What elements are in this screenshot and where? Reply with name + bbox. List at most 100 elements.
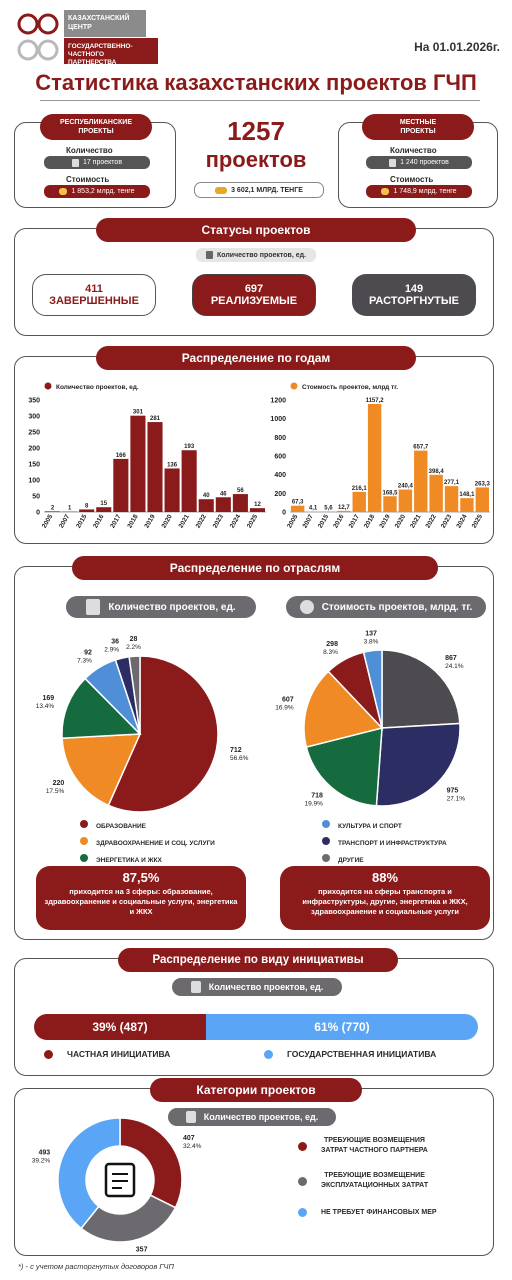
legend-other-label: ДРУГИЕ [338, 857, 364, 864]
republican-title: РЕСПУБЛИКАНСКИЕ ПРОЕКТЫ [40, 114, 152, 140]
slice-value-label: 357 [136, 1246, 148, 1253]
slice-pct-label: 32.4% [183, 1143, 202, 1150]
sector-right-chip: Стоимость проектов, млрд. тг. [286, 596, 486, 618]
sector-left-chip: Количество проектов, ед. [66, 596, 256, 618]
data-label: 1 [68, 506, 72, 512]
slice-value-label: 169 [42, 695, 54, 702]
y-tick-label: 300 [28, 414, 40, 421]
x-tick-label: 2019 [378, 513, 391, 529]
slice-pct-label: 27.1% [447, 795, 466, 802]
legend-health-label: ЗДРАВООХРАНЕНИЕ И СОЦ. УСЛУГИ [96, 840, 215, 847]
data-label: 2 [51, 505, 55, 511]
x-tick-label: 2023 [212, 513, 225, 529]
cat-legend-1-text: ТРЕБУЮЩИЕ ВОЗМЕЩЕНИЯ ЗАТРАТ ЧАСТНОГО ПАР… [321, 1136, 428, 1156]
legend-label: Стоимость проектов, млрд тг. [302, 384, 398, 391]
republican-count-label: Количество [66, 146, 113, 155]
x-tick-label: 2025 [246, 513, 259, 529]
initiative-bar-state: 61% (770) [206, 1014, 478, 1040]
pie-slice [128, 655, 141, 735]
categories-chip-label: Количество проектов, ед. [203, 1112, 319, 1122]
data-label: 12 [254, 502, 261, 508]
logo-line-3: ГОСУДАРСТВЕННО- [68, 43, 133, 50]
initiative-chip-label: Количество проектов, ед. [208, 982, 324, 992]
categories-chip: Количество проектов, ед. [168, 1108, 336, 1126]
cat-legend-1: ТРЕБУЮЩИЕ ВОЗМЕЩЕНИЯ ЗАТРАТ ЧАСТНОГО ПАР… [298, 1136, 428, 1156]
bar [96, 507, 112, 512]
bar [45, 511, 61, 512]
cat-legend-2-line2: ЭКСПЛУАТАЦИОННЫХ ЗАТРАТ [321, 1182, 429, 1189]
cat-legend-1-line1: ТРЕБУЮЩИЕ ВОЗМЕЩЕНИЯ [323, 1137, 425, 1144]
clipboard-icon [185, 1111, 196, 1123]
republican-cost-label: Стоимость [66, 175, 110, 184]
completed-value: 411 [85, 283, 103, 295]
bar [444, 486, 459, 512]
sector-left-note: 87,5% приходится на 3 сферы: образование… [36, 866, 246, 930]
coins-icon [59, 188, 68, 195]
left-note-pct: 87,5% [122, 870, 160, 885]
data-label: 46 [220, 491, 227, 497]
total-label: проектов [205, 147, 307, 172]
x-tick-label: 2021 [178, 513, 191, 529]
data-label: 136 [167, 462, 178, 468]
initiative-title: Распределение по виду инициативы [118, 948, 398, 972]
y-tick-label: 1000 [270, 416, 286, 423]
pie-slice [61, 677, 142, 739]
data-label: 4,1 [309, 506, 318, 512]
data-label: 193 [184, 444, 195, 450]
legend-energy: ЭНЕРГЕТИКА И ЖКХ [80, 852, 215, 869]
slice-pct-label: 24.1% [445, 663, 464, 670]
bar [352, 491, 366, 512]
y-tick-label: 200 [274, 491, 286, 498]
active-label: РЕАЛИЗУЕМЫЕ [210, 295, 298, 307]
data-label: 67,3 [292, 500, 304, 506]
data-label: 216,1 [352, 486, 368, 492]
slice-pct-label: 39.2% [32, 1157, 51, 1164]
x-tick-label: 2020 [161, 513, 174, 529]
local-cost-value: 1 748,9 млрд. тенге [393, 188, 457, 195]
bar [130, 415, 146, 512]
slice-value-label: 867 [445, 655, 457, 662]
slice-pct-label: 19.9% [304, 800, 323, 807]
status-completed: 411 ЗАВЕРШЕННЫЕ [32, 274, 156, 316]
cat-legend-1-line2: ЗАТРАТ ЧАСТНОГО ПАРТНЕРА [321, 1147, 428, 1154]
y-tick-label: 400 [274, 472, 286, 479]
x-tick-label: 2022 [195, 513, 208, 529]
legend-education-label: ОБРАЗОВАНИЕ [96, 823, 146, 830]
slice-pct-label: 8.3% [323, 649, 338, 656]
status-chip: Количество проектов, ед. [196, 248, 316, 262]
data-label: 5,6 [324, 505, 333, 511]
y-tick-label: 100 [28, 478, 40, 485]
data-label: 263,3 [475, 481, 491, 487]
bar [181, 450, 197, 512]
data-label: 168,5 [382, 490, 398, 496]
local-cost-chip: 1 748,9 млрд. тенге [366, 185, 472, 198]
x-tick-label: 2016 [332, 513, 345, 529]
bar [475, 487, 489, 512]
data-label: 281 [150, 416, 161, 422]
right-note-text: приходится на сферы транспорта и инфраст… [302, 887, 468, 916]
slice-pct-label: 56.6% [230, 755, 249, 762]
legend-other: ДРУГИЕ [322, 852, 447, 869]
gold-coins-icon [215, 186, 228, 194]
right-note-pct: 88% [371, 870, 399, 885]
slice-pct-label: 16.9% [275, 704, 294, 711]
slice-pct-label: 3.8% [364, 639, 379, 646]
pie-slice [107, 655, 219, 813]
bar [198, 499, 214, 512]
status-chip-label: Количество проектов, ед. [216, 251, 306, 259]
legend-education: ОБРАЗОВАНИЕ [80, 818, 215, 835]
globe-coin-icon [299, 600, 314, 614]
slice-value-label: 712 [230, 747, 242, 754]
initiative-bar-private: 39% (487) [34, 1014, 206, 1040]
legend-health: ЗДРАВООХРАНЕНИЕ И СОЦ. УСЛУГИ [80, 835, 215, 852]
slice-value-label: 36 [111, 638, 119, 645]
pie-slice [303, 670, 384, 748]
local-count-value: 1 240 проектов [400, 159, 449, 166]
clipboard-icon [86, 599, 101, 615]
slice-pct-label: 2.9% [104, 646, 119, 653]
bar [113, 458, 129, 512]
active-value: 697 [244, 283, 264, 295]
slice-value-label: 407 [183, 1135, 195, 1142]
